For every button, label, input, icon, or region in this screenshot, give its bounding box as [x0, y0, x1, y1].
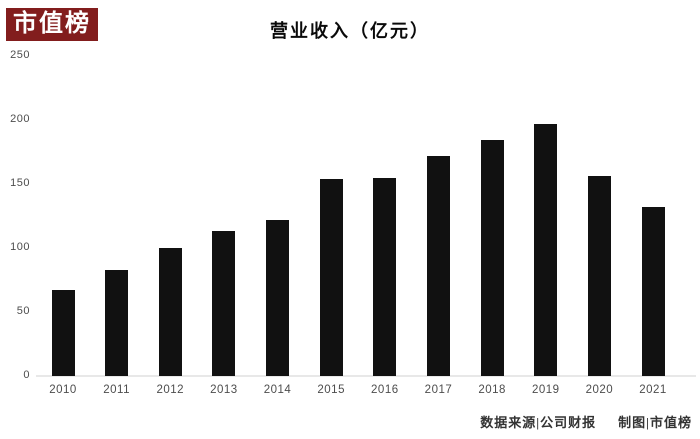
- bar-2016: [373, 177, 397, 376]
- x-tick-2021: 2021: [639, 384, 667, 396]
- bar-2010: [51, 290, 75, 376]
- bar-2021: [641, 207, 665, 376]
- bar-2013: [212, 231, 236, 376]
- site-logo: 市值榜: [6, 8, 98, 42]
- x-tick-2014: 2014: [263, 384, 292, 396]
- x-axis-baseline: [36, 375, 696, 377]
- y-tick-50: 50: [16, 305, 30, 317]
- x-tick-2017: 2017: [424, 384, 453, 396]
- bar-2014: [266, 219, 290, 376]
- x-tick-2018: 2018: [478, 384, 506, 396]
- y-tick-150: 150: [10, 177, 30, 189]
- x-tick-2011: 2011: [103, 384, 130, 396]
- chart-credit-label: 制图|市值榜: [618, 415, 692, 430]
- y-tick-200: 200: [10, 113, 30, 125]
- bar-2017: [426, 155, 450, 376]
- x-tick-2012: 2012: [156, 384, 185, 396]
- bar-2011: [105, 269, 129, 376]
- y-tick-100: 100: [10, 241, 30, 253]
- chart-title: 营业收入（亿元）: [270, 21, 430, 41]
- bar-2018: [480, 140, 504, 376]
- x-tick-2019: 2019: [531, 384, 560, 396]
- data-source-label: 数据来源|公司财报: [480, 415, 597, 430]
- x-tick-2015: 2015: [317, 384, 345, 396]
- bar-2015: [319, 178, 343, 376]
- bar-2019: [534, 123, 558, 376]
- bar-2020: [587, 176, 611, 376]
- footer-credits: 数据来源|公司财报 制图|市值榜: [480, 412, 692, 431]
- y-tick-0: 0: [23, 369, 30, 381]
- x-tick-2013: 2013: [210, 384, 238, 396]
- x-tick-2020: 2020: [585, 384, 614, 396]
- bar-2012: [158, 248, 182, 376]
- x-tick-2016: 2016: [371, 384, 399, 396]
- x-tick-2010: 2010: [49, 384, 77, 396]
- y-tick-250: 250: [10, 49, 30, 61]
